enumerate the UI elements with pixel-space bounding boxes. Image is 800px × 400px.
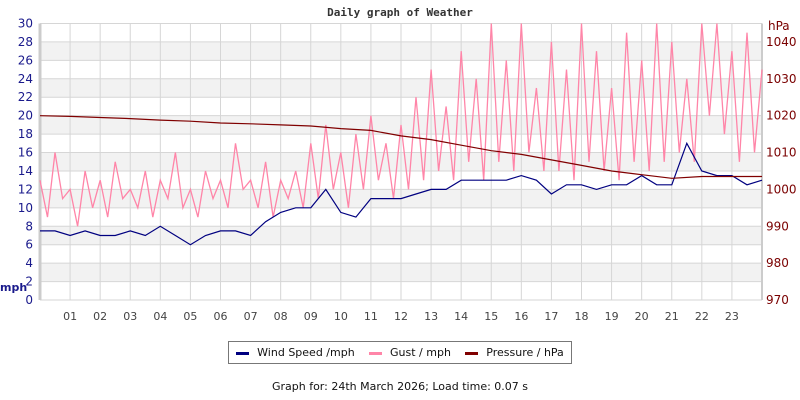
left-tick-label: 12	[18, 182, 33, 196]
left-tick-label: 8	[25, 219, 33, 233]
chart-title: Daily graph of Weather	[327, 6, 473, 19]
x-tick-label: 11	[364, 310, 378, 323]
left-tick-label: 30	[18, 17, 33, 31]
x-tick-label: 07	[244, 310, 258, 323]
left-tick-label: 24	[18, 72, 33, 86]
left-tick-label: 4	[25, 256, 33, 270]
left-tick-label: 16	[18, 146, 33, 160]
legend-item-pressure: Pressure / hPa	[465, 346, 564, 359]
left-tick-label: 26	[18, 53, 33, 67]
right-tick-label: 970	[766, 293, 789, 307]
wind-swatch	[236, 351, 250, 355]
x-tick-label: 20	[635, 310, 649, 323]
x-tick-label: 04	[153, 310, 167, 323]
legend-pressure-label: Pressure / hPa	[486, 346, 564, 359]
pressure-line	[39, 115, 762, 179]
x-tick-label: 16	[514, 310, 528, 323]
right-tick-label: 990	[766, 219, 789, 233]
right-tick-label: 1030	[766, 72, 797, 86]
left-tick-label: 14	[18, 164, 33, 178]
x-tick-label: 09	[304, 310, 318, 323]
right-axis-label: hPa	[768, 19, 790, 33]
x-tick-label: 15	[484, 310, 498, 323]
x-tick-label: 12	[394, 310, 408, 323]
x-tick-label: 19	[605, 310, 619, 323]
legend-wind-label: Wind Speed /mph	[257, 346, 355, 359]
legend: Wind Speed /mph Gust / mph Pressure / hP…	[228, 341, 572, 364]
x-tick-label: 02	[93, 310, 107, 323]
legend-item-gust: Gust / mph	[369, 346, 451, 359]
x-tick-label: 14	[454, 310, 468, 323]
left-tick-label: 6	[25, 238, 33, 252]
x-tick-label: 23	[725, 310, 739, 323]
x-tick-label: 06	[214, 310, 228, 323]
x-tick-label: 18	[575, 310, 589, 323]
x-tick-label: 21	[665, 310, 679, 323]
left-tick-label: 20	[18, 109, 33, 123]
left-tick-label: 18	[18, 127, 33, 141]
x-tick-label: 13	[424, 310, 438, 323]
x-tick-label: 05	[183, 310, 197, 323]
x-tick-label: 17	[544, 310, 558, 323]
left-tick-label: 22	[18, 90, 33, 104]
left-tick-label: 10	[18, 201, 33, 215]
right-tick-label: 1020	[766, 109, 797, 123]
pressure-swatch	[465, 351, 479, 355]
x-tick-label: 03	[123, 310, 137, 323]
right-tick-label: 980	[766, 256, 789, 270]
gust-line	[39, 23, 763, 227]
right-tick-label: 1010	[766, 146, 797, 160]
right-tick-label: 1000	[766, 182, 797, 196]
legend-gust-label: Gust / mph	[390, 346, 451, 359]
wind-speed-line	[40, 141, 763, 246]
left-tick-label: 0	[25, 293, 33, 307]
left-tick-label: 28	[18, 35, 33, 49]
legend-item-wind: Wind Speed /mph	[236, 346, 355, 359]
left-tick-label: 2	[25, 275, 33, 289]
x-tick-label: 10	[334, 310, 348, 323]
right-tick-label: 1040	[766, 35, 797, 49]
x-tick-label: 08	[274, 310, 288, 323]
left-axis-label: mph	[0, 281, 27, 294]
gust-swatch	[369, 351, 383, 355]
footer-text: Graph for: 24th March 2026; Load time: 0…	[271, 380, 529, 393]
x-tick-label: 22	[695, 310, 709, 323]
x-tick-label: 01	[63, 310, 77, 323]
